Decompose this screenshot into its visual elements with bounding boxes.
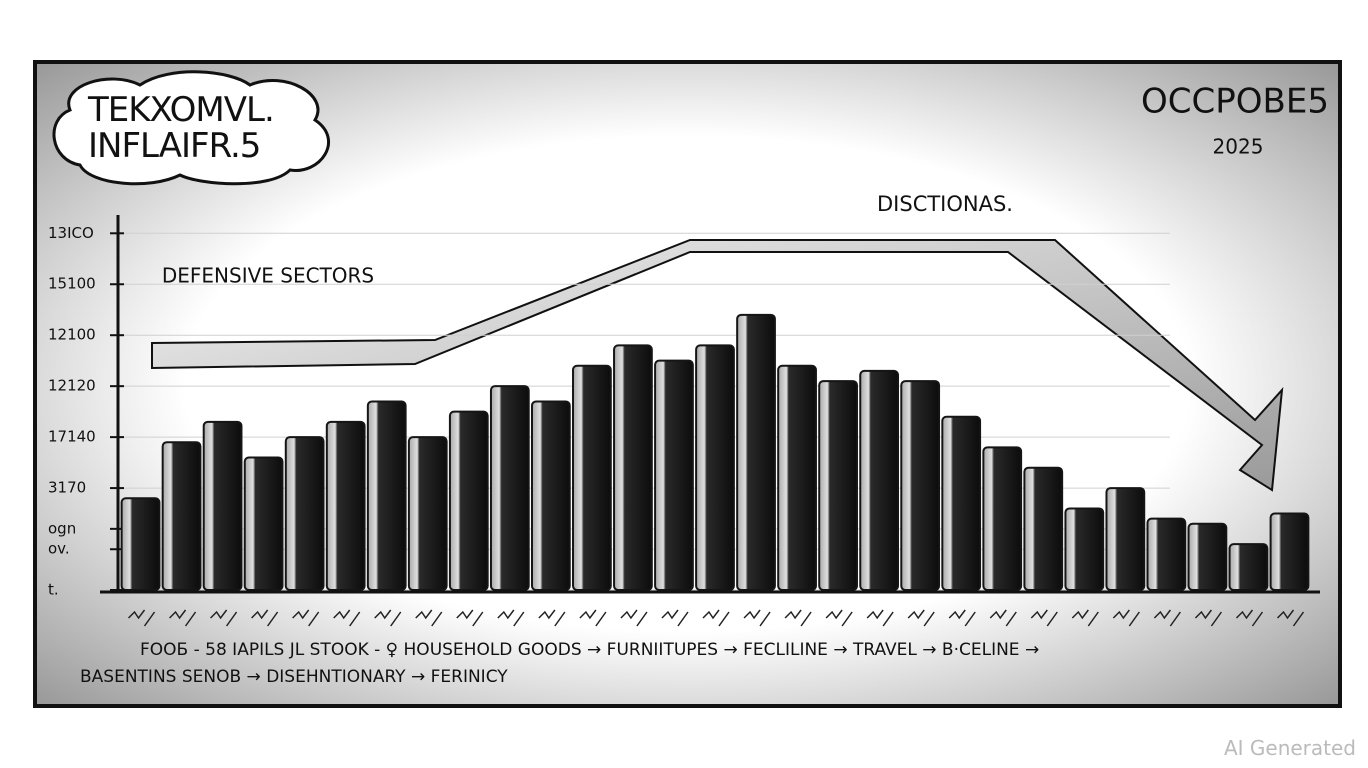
watermark: AI Generated [1223, 736, 1356, 760]
bar [572, 364, 612, 591]
y-tick-label: ogn [48, 519, 76, 537]
bar [982, 446, 1023, 591]
bar [530, 400, 571, 591]
x-tick-scribble [989, 609, 1017, 627]
x-tick-scribble [620, 609, 648, 627]
x-tick-scribble [866, 609, 894, 627]
x-tick-scribble [784, 609, 812, 627]
x-tick-scribble [702, 609, 730, 627]
bar [941, 415, 982, 591]
x-tick-scribble [1276, 609, 1305, 627]
x-tick-scribble [579, 609, 607, 627]
y-tick-label: t. [48, 581, 59, 599]
bar [1187, 522, 1228, 591]
annotation: DEFENSIVE SECTORS [162, 264, 374, 288]
x-tick-scribble [456, 609, 484, 627]
x-tick-scribble [333, 609, 361, 627]
bar [900, 380, 941, 591]
x-tick-scribble [1071, 609, 1099, 627]
bar [202, 420, 243, 591]
bar [859, 369, 900, 591]
y-tick-label: 17140 [48, 428, 96, 446]
y-tick-label: 15100 [48, 275, 96, 293]
bar [1023, 466, 1064, 592]
bar [366, 400, 407, 591]
x-tick-scribble [1153, 609, 1181, 627]
title-cloud [52, 70, 330, 186]
x-tick-scribble [292, 609, 320, 627]
x-tick-scribble [210, 609, 238, 627]
y-tick-label: 12100 [48, 326, 96, 344]
subtitle: OCCPOBE5 [1141, 82, 1329, 122]
x-tick-scribble [415, 609, 443, 627]
x-tick-scribble [1194, 609, 1223, 627]
y-tick-label: 13ICO [48, 224, 94, 242]
bar [243, 456, 284, 591]
bar [1228, 543, 1269, 591]
x-tick-scribble [251, 609, 279, 627]
bar [120, 497, 161, 592]
bar [161, 441, 202, 591]
x-tick-scribble [825, 609, 853, 627]
x-tick-scribble [538, 609, 566, 627]
y-tick-label: ov. [48, 540, 70, 558]
bar [448, 410, 489, 591]
bar [325, 420, 366, 591]
bar [818, 380, 858, 591]
x-tick-scribble [1112, 609, 1140, 627]
x-label: BASENTINS SENOB → DISEHNTIONARY → FERINI… [80, 667, 508, 687]
x-tick-scribble [661, 609, 689, 627]
bar [695, 344, 735, 591]
bar [1105, 487, 1146, 591]
x-tick-scribble [374, 609, 402, 627]
date: 2025 [1213, 135, 1264, 159]
bar [1269, 512, 1310, 591]
y-tick-label: 12120 [48, 377, 96, 395]
x-label: FOOБ - 58 IAPILS JL STOOK - ♀ HOUSEHOLD … [140, 640, 1039, 660]
x-tick-scribble [127, 609, 156, 627]
chart-title: TEKXOMVL. INFLAIFR.5 [88, 90, 275, 166]
x-tick-scribble [169, 609, 197, 627]
x-tick-scribble [1030, 609, 1058, 627]
x-tick-scribble [948, 609, 976, 627]
bar [1146, 517, 1187, 591]
annotation: DISCTIONAS. [877, 192, 1013, 216]
x-tick-scribble [907, 609, 935, 627]
y-tick-label: 3170 [48, 479, 86, 497]
bar [736, 313, 776, 591]
bar [407, 436, 448, 591]
bar [777, 364, 817, 591]
x-tick-scribble [1235, 609, 1264, 627]
x-tick-scribble [497, 609, 525, 627]
bar [284, 436, 325, 591]
bar [489, 385, 530, 592]
bar [654, 359, 694, 591]
trend-ribbon [151, 239, 1284, 492]
bar [1064, 507, 1105, 592]
x-tick-scribble [743, 609, 771, 627]
bar [613, 344, 653, 591]
